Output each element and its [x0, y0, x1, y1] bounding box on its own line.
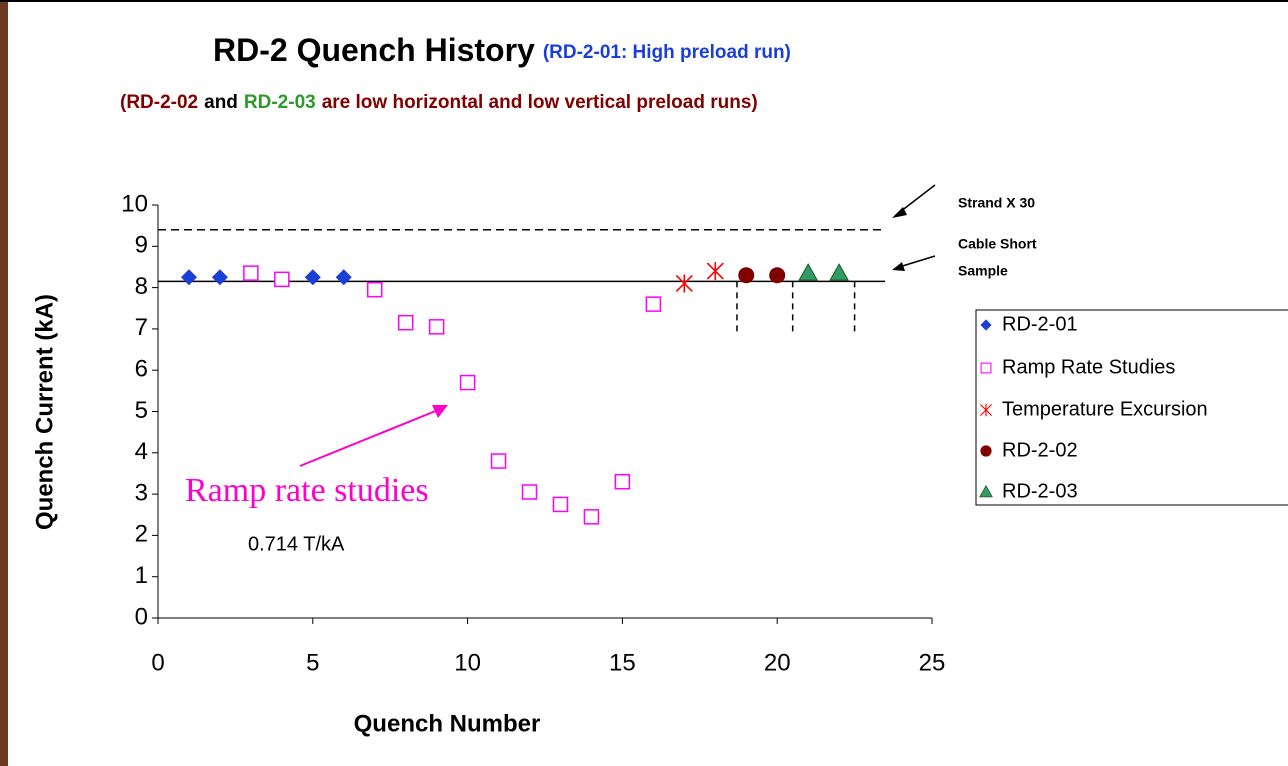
legend: [975, 309, 1288, 506]
legend-label: Temperature Excursion: [1002, 398, 1208, 420]
arrow: [299, 409, 439, 467]
x-tick-label: 25: [919, 649, 946, 676]
x-tick-label: 15: [609, 649, 636, 676]
point: [552, 496, 569, 513]
y-axis-label: Quench Current (kA): [31, 294, 58, 530]
point: [211, 269, 228, 286]
arrowhead: [892, 207, 907, 218]
legend-marker: [980, 403, 992, 417]
point: [521, 484, 538, 500]
point: [274, 271, 290, 288]
point: [490, 453, 507, 469]
chart-title-line: RD-2 Quench History (RD-2-01: High preloa…: [213, 32, 791, 68]
annotation: Cable Short: [958, 236, 1037, 252]
chart-title: RD-2 Quench History: [213, 32, 535, 68]
y-tick-label: 8: [135, 273, 148, 300]
point: [459, 374, 476, 391]
y-tick-label: 10: [121, 190, 148, 217]
point: [769, 267, 786, 284]
left-edge: [0, 0, 8, 766]
point: [304, 269, 321, 286]
y-tick-label: 0: [135, 603, 148, 630]
subtitle-part: and: [204, 92, 238, 113]
y-tick-label: 7: [135, 314, 148, 341]
subtitle-part: RD-2-03: [244, 92, 316, 113]
annotation: Ramp rate studies: [185, 472, 429, 509]
annotation: 0.714 T/kA: [248, 533, 345, 555]
x-tick-label: 5: [306, 649, 319, 676]
legend-label: RD-2-02: [1002, 439, 1078, 461]
y-tick-label: 9: [135, 232, 148, 259]
subtitle-part: are low horizontal and low vertical prel…: [322, 92, 758, 113]
y-tick-label: 5: [135, 397, 148, 424]
point: [829, 263, 849, 281]
top-edge: [0, 0, 1288, 2]
point: [397, 314, 414, 331]
y-tick-label: 4: [135, 438, 148, 465]
legend-label: RD-2-03: [1002, 480, 1078, 502]
point: [366, 281, 383, 298]
arrowhead: [892, 262, 905, 271]
legend-marker: [979, 484, 993, 498]
legend-label: Ramp Rate Studies: [1002, 356, 1175, 378]
point: [614, 473, 631, 490]
x-axis-label: Quench Number: [354, 710, 541, 737]
x-tick-label: 20: [764, 649, 791, 676]
x-tick-label: 0: [151, 649, 164, 676]
point: [583, 509, 600, 525]
point: [675, 274, 693, 293]
annotation: Sample: [958, 263, 1008, 279]
point: [798, 263, 819, 281]
subtitle-part: (RD-2-02: [120, 92, 198, 113]
point: [335, 269, 352, 286]
y-tick-label: 6: [135, 356, 148, 383]
y-tick-label: 2: [135, 521, 148, 548]
arrowhead: [432, 405, 448, 418]
point: [428, 319, 445, 335]
point: [180, 269, 197, 286]
legend-marker: [980, 445, 992, 457]
legend-label: RD-2-01: [1002, 313, 1078, 335]
y-tick-label: 3: [135, 479, 148, 506]
chart-subtitle-2: (RD-2-02 and RD-2-03 are low horizontal and…: [120, 92, 758, 113]
y-tick-label: 1: [135, 562, 148, 589]
point: [243, 265, 259, 281]
point: [706, 262, 724, 281]
chart-subtitle: (RD-2-01: High preload run): [543, 42, 791, 63]
legend-marker: [980, 362, 992, 374]
annotation: Strand X 30: [958, 195, 1035, 211]
point: [645, 296, 662, 312]
point: [738, 267, 755, 284]
x-tick-label: 10: [454, 649, 481, 676]
